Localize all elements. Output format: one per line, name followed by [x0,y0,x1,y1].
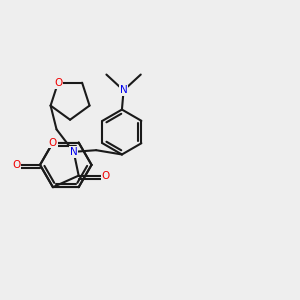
Text: N: N [120,85,128,95]
Text: O: O [102,171,110,181]
Text: O: O [54,78,62,88]
Text: O: O [12,160,20,170]
Text: N: N [70,147,78,157]
Text: O: O [49,138,57,148]
